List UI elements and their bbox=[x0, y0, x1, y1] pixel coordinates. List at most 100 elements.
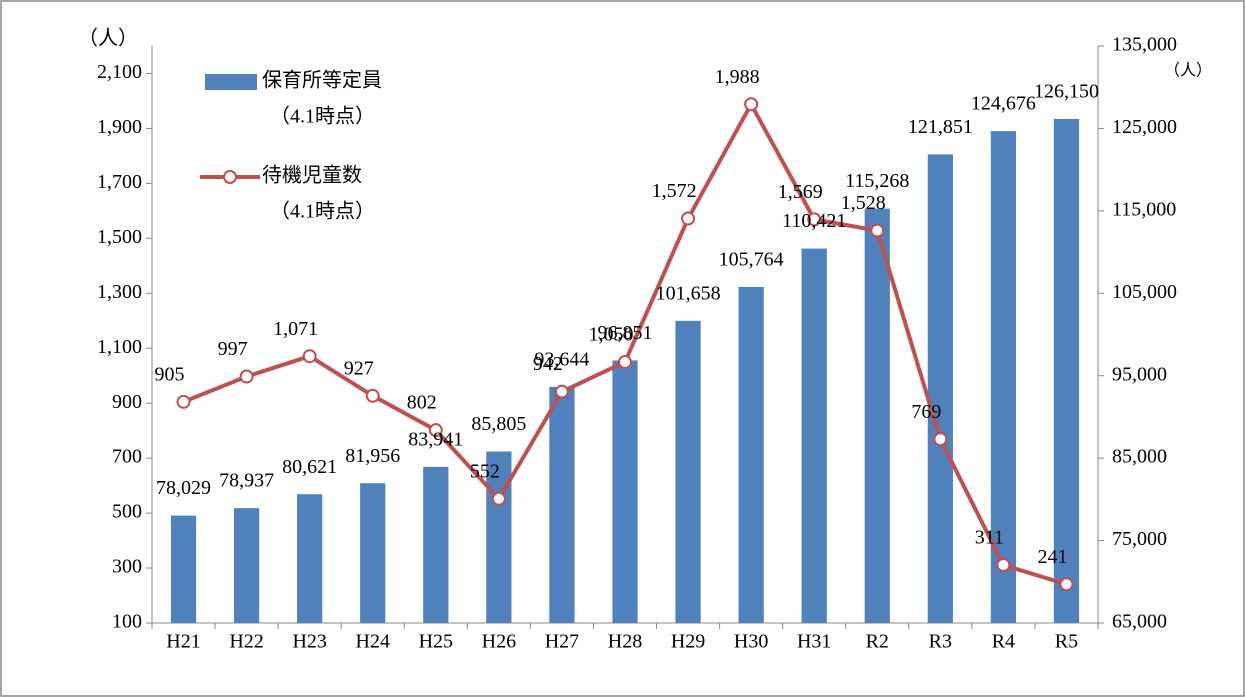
x-tick-label: H26 bbox=[482, 631, 516, 653]
bar bbox=[360, 483, 386, 623]
x-tick-label: H22 bbox=[229, 631, 263, 653]
line-marker bbox=[870, 223, 885, 238]
data-label: 1,572 bbox=[652, 180, 697, 202]
line-marker bbox=[554, 384, 569, 399]
bar bbox=[297, 494, 323, 623]
line-marker bbox=[744, 97, 759, 112]
x-tick-label: H30 bbox=[734, 631, 768, 653]
data-label: 1,050 bbox=[589, 324, 634, 346]
x-tick-label: H25 bbox=[419, 631, 453, 653]
data-label: 905 bbox=[155, 363, 185, 385]
bar bbox=[1053, 118, 1080, 624]
line-marker bbox=[681, 211, 696, 226]
data-label: 93,644 bbox=[534, 348, 589, 370]
legend-note: （4.1時点） bbox=[270, 200, 375, 223]
y-tick-label: 1,300 bbox=[97, 281, 142, 303]
data-label: 1,528 bbox=[841, 192, 886, 214]
bar bbox=[801, 248, 827, 623]
bar bbox=[864, 208, 890, 623]
data-label: 1,988 bbox=[715, 66, 760, 88]
data-label: 769 bbox=[911, 401, 941, 423]
y2-tick-label: 125,000 bbox=[1112, 116, 1177, 138]
y2-tick-label: 65,000 bbox=[1112, 611, 1167, 633]
bar bbox=[486, 451, 512, 623]
y-tick-label: 1,900 bbox=[97, 116, 142, 138]
line-marker bbox=[491, 491, 506, 506]
data-label: 927 bbox=[344, 357, 374, 379]
x-tick-label: H27 bbox=[545, 631, 579, 653]
x-tick-label: R4 bbox=[992, 631, 1015, 653]
y-tick-label: 500 bbox=[112, 501, 142, 523]
legend-note: （4.1時点） bbox=[270, 105, 375, 128]
x-tick-label: H31 bbox=[797, 631, 831, 653]
bar bbox=[170, 515, 197, 623]
y2-tick-label: 105,000 bbox=[1112, 281, 1177, 303]
x-tick-label: H29 bbox=[671, 631, 705, 653]
legend-label: 保育所等定員 bbox=[262, 69, 382, 92]
line-marker bbox=[996, 558, 1011, 573]
line-marker bbox=[807, 212, 822, 227]
line-marker bbox=[1059, 577, 1074, 592]
data-label: 101,658 bbox=[656, 282, 721, 304]
y-tick-label: 900 bbox=[112, 391, 142, 413]
data-label: 1,569 bbox=[778, 181, 823, 203]
x-tick-label: H28 bbox=[608, 631, 642, 653]
bar bbox=[233, 508, 260, 623]
y-tick-label: 1,700 bbox=[97, 171, 142, 193]
y2-unit: （人） bbox=[1164, 62, 1212, 80]
y-tick-label: 700 bbox=[112, 446, 142, 468]
data-label: 105,764 bbox=[719, 249, 784, 271]
y-unit: （人） bbox=[78, 27, 138, 50]
x-tick-label: R5 bbox=[1055, 631, 1078, 653]
y-tick-label: 1,500 bbox=[97, 226, 142, 248]
data-label: 78,029 bbox=[156, 477, 211, 499]
data-label: 942 bbox=[533, 353, 563, 375]
data-label: 121,851 bbox=[908, 116, 973, 138]
x-tick-label: R3 bbox=[929, 631, 952, 653]
legend-label: 待機児童数 bbox=[262, 164, 362, 187]
y-tick-label: 100 bbox=[112, 611, 142, 633]
bar bbox=[927, 154, 953, 624]
data-label: 81,956 bbox=[345, 445, 400, 467]
data-label: 802 bbox=[407, 392, 437, 414]
data-label: 96,851 bbox=[598, 322, 653, 344]
data-label: 83,941 bbox=[408, 428, 463, 450]
data-label: 115,268 bbox=[845, 170, 909, 192]
x-tick-label: R2 bbox=[866, 631, 889, 653]
y2-tick-label: 95,000 bbox=[1112, 363, 1167, 385]
data-label: 124,676 bbox=[971, 93, 1036, 115]
x-tick-label: H21 bbox=[166, 631, 200, 653]
y-tick-label: 2,100 bbox=[97, 61, 142, 83]
data-label: 997 bbox=[218, 338, 248, 360]
data-label: 241 bbox=[1037, 546, 1067, 568]
data-label: 126,150 bbox=[1034, 81, 1099, 103]
y-tick-label: 1,100 bbox=[97, 336, 142, 358]
data-label: 78,937 bbox=[219, 470, 274, 492]
bar bbox=[423, 466, 449, 623]
data-label: 80,621 bbox=[282, 456, 337, 478]
y2-tick-label: 85,000 bbox=[1112, 446, 1167, 468]
line-marker bbox=[365, 388, 380, 403]
bar bbox=[675, 320, 701, 623]
data-label: 85,805 bbox=[471, 413, 526, 435]
line-marker bbox=[618, 354, 632, 369]
x-tick-label: H24 bbox=[356, 631, 390, 653]
line-marker bbox=[302, 349, 317, 364]
legend-swatch bbox=[223, 170, 237, 184]
line-marker bbox=[933, 432, 948, 447]
line-marker bbox=[239, 369, 254, 384]
y-tick-label: 300 bbox=[112, 556, 142, 578]
data-label: 110,421 bbox=[782, 210, 846, 232]
bar bbox=[738, 286, 764, 623]
bar bbox=[549, 386, 575, 623]
bar bbox=[990, 131, 1017, 624]
y2-tick-label: 115,000 bbox=[1112, 198, 1176, 220]
line-marker bbox=[428, 423, 443, 438]
x-tick-label: H23 bbox=[292, 631, 326, 653]
line-marker bbox=[176, 394, 191, 409]
data-label: 552 bbox=[470, 460, 500, 482]
bar bbox=[612, 360, 638, 623]
data-label: 1,071 bbox=[273, 318, 318, 340]
